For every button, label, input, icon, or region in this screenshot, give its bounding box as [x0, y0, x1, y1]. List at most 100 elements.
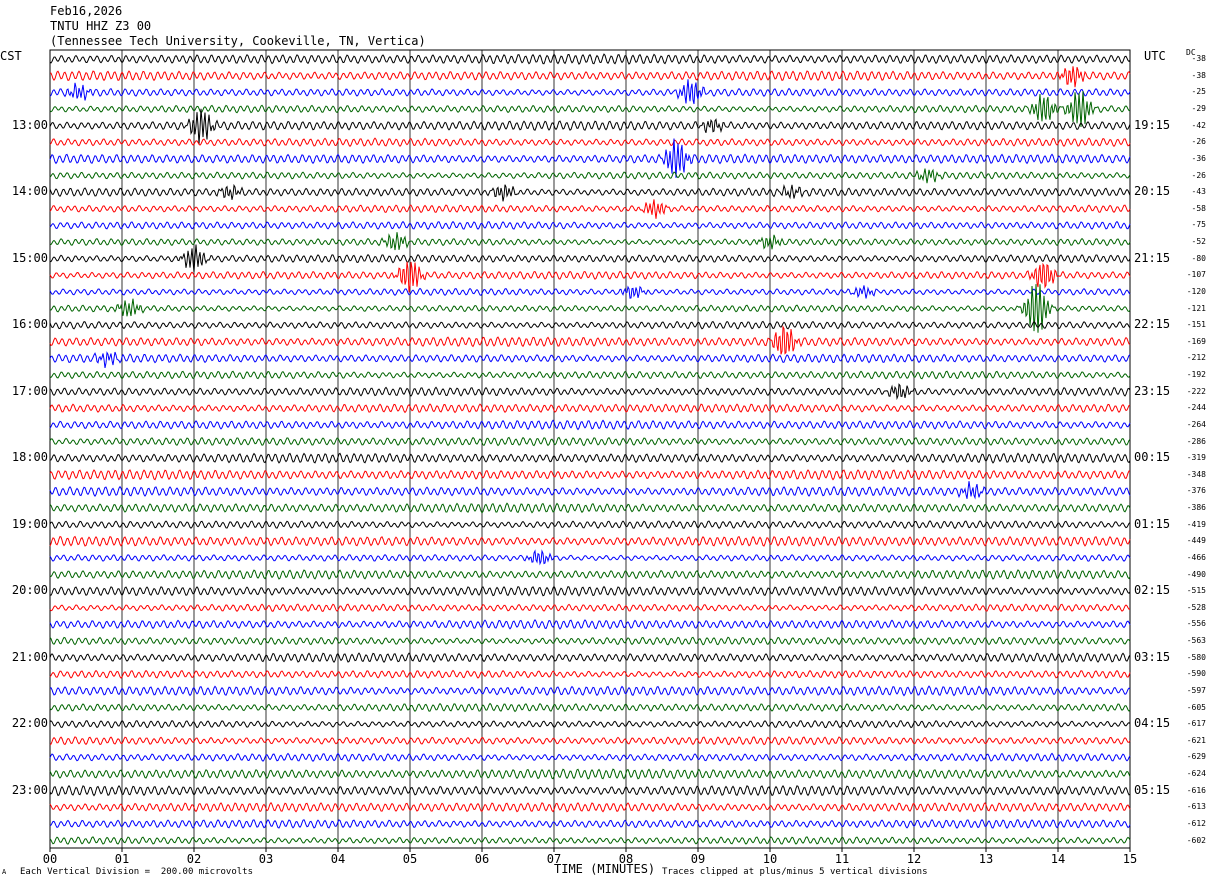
header-date: Feb16,2026 [50, 4, 123, 18]
left-hour-label: 13:00 [11, 117, 48, 132]
seismic-trace [49, 784, 1131, 797]
dc-offset-label: -192 [1186, 370, 1206, 380]
dc-offset-label: -515 [1186, 586, 1206, 596]
dc-offset-label: -169 [1186, 336, 1206, 346]
dc-offset-label: -107 [1186, 270, 1206, 280]
dc-offset-label: -212 [1186, 353, 1206, 363]
left-hour-label: 23:00 [11, 782, 48, 797]
dc-header-label: DC [1186, 48, 1196, 57]
dc-offset-label: -121 [1186, 303, 1206, 313]
seismic-trace [49, 325, 1131, 355]
seismic-trace [49, 652, 1131, 664]
footer-mark: A [2, 868, 7, 876]
dc-offset-label: -580 [1186, 652, 1206, 662]
x-axis-label: TIME (MINUTES) [554, 862, 656, 876]
right-hour-label: 05:15 [1134, 782, 1171, 797]
footer-scale: Each Vertical Division = 200.00 microvol… [20, 867, 253, 877]
dc-offset-label: -38 [1191, 54, 1206, 64]
dc-offset-label: -597 [1186, 685, 1206, 695]
seismic-trace [49, 403, 1131, 414]
seismic-trace [49, 481, 1131, 500]
left-hour-label: 19:00 [11, 516, 48, 531]
seismic-trace [49, 220, 1131, 230]
x-tick-label: 02 [186, 852, 202, 866]
seismic-trace [49, 801, 1131, 813]
dc-offset-label: -563 [1186, 636, 1206, 646]
dc-offset-label: -26 [1191, 170, 1206, 180]
seismic-trace [49, 351, 1131, 369]
seismic-trace [49, 383, 1131, 401]
dc-offset-label: -36 [1191, 153, 1206, 163]
seismic-trace [49, 138, 1131, 178]
seismic-trace [49, 818, 1131, 829]
plot-frame [49, 49, 1131, 849]
dc-offset-label: -419 [1186, 519, 1206, 529]
dc-offset-label: -75 [1191, 220, 1206, 230]
dc-offset-label: -629 [1186, 752, 1206, 762]
x-tick-label: 11 [834, 852, 850, 866]
left-timezone-label: CST [0, 49, 22, 63]
dc-offset-label: -612 [1186, 818, 1206, 828]
x-tick-label: 12 [906, 852, 922, 866]
dc-offset-label: -528 [1186, 602, 1206, 612]
seismic-trace [49, 669, 1131, 679]
dc-offset-label: -602 [1186, 835, 1206, 845]
dc-offset-label: -616 [1186, 785, 1206, 795]
left-hour-label: 22:00 [11, 716, 48, 731]
left-hour-label: 17:00 [11, 383, 48, 398]
right-hour-label: 03:15 [1134, 649, 1171, 664]
seismic-trace [49, 79, 1131, 105]
dc-offset-label: -605 [1186, 702, 1206, 712]
seismic-trace [49, 66, 1131, 88]
seismic-trace [49, 768, 1131, 780]
seismic-trace [49, 452, 1131, 464]
right-hour-label: 22:15 [1134, 317, 1171, 332]
seismic-trace [49, 53, 1131, 65]
right-hour-label: 19:15 [1134, 117, 1171, 132]
dc-offset-label: -376 [1186, 486, 1206, 496]
left-hour-label: 20:00 [11, 583, 48, 598]
dc-offset-label: -38 [1191, 70, 1206, 80]
x-tick-label: 05 [402, 852, 418, 866]
left-hour-label: 14:00 [11, 184, 48, 199]
seismic-trace [49, 685, 1131, 697]
seismic-trace [49, 502, 1131, 514]
dc-offset-label: -52 [1191, 237, 1206, 247]
seismic-trace [49, 702, 1131, 713]
dc-offset-label: -264 [1186, 419, 1206, 429]
dc-offset-label: -556 [1186, 619, 1206, 629]
right-hour-label: 04:15 [1134, 716, 1171, 731]
dc-offset-label: -286 [1186, 436, 1206, 446]
seismic-trace [49, 719, 1131, 729]
right-hour-label: 21:15 [1134, 250, 1171, 265]
seismic-trace [49, 436, 1131, 447]
x-tick-label: 06 [474, 852, 490, 866]
left-hour-label: 16:00 [11, 317, 48, 332]
seismic-trace [49, 91, 1131, 128]
dc-offset-label: -613 [1186, 802, 1206, 812]
dc-offset-label: -466 [1186, 552, 1206, 562]
dc-offset-label: -449 [1186, 536, 1206, 546]
seismic-trace [49, 636, 1131, 646]
seismic-trace [49, 370, 1131, 380]
seismic-trace [49, 232, 1131, 251]
dc-offset-label: -386 [1186, 503, 1206, 513]
x-tick-label: 07 [546, 852, 562, 866]
dc-offset-label: -42 [1191, 120, 1206, 130]
dc-offset-label: -43 [1191, 187, 1206, 197]
seismic-trace [49, 285, 1131, 299]
dc-offset-label: -29 [1191, 104, 1206, 114]
dc-offset-label: -624 [1186, 769, 1206, 779]
header-location: (Tennessee Tech University, Cookeville, … [50, 34, 426, 48]
dc-offset-label: -151 [1186, 320, 1206, 330]
x-tick-label: 08 [618, 852, 634, 866]
seismic-trace [49, 836, 1131, 845]
footer-clip: Traces clipped at plus/minus 5 vertical … [662, 867, 928, 877]
seismic-trace [49, 535, 1131, 547]
seismic-trace [49, 183, 1131, 202]
x-tick-label: 03 [258, 852, 274, 866]
seismic-trace [49, 320, 1131, 330]
seismic-trace [49, 585, 1131, 597]
dc-offset-label: -25 [1191, 87, 1206, 97]
